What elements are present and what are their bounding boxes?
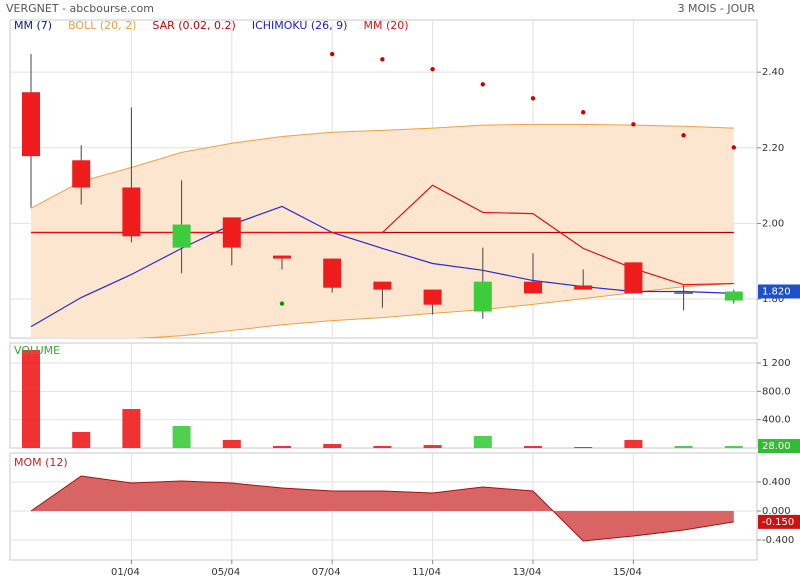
sar-dot — [430, 66, 435, 72]
candle-body — [724, 291, 743, 301]
sar-dot — [631, 122, 636, 127]
y-tick-label: 400.0 — [762, 415, 791, 426]
bollinger-upper — [30, 123, 734, 209]
volume-bar — [222, 439, 241, 448]
legend-entry: BOLL (20, 2) — [68, 19, 136, 32]
legend-entry: SAR (0.02, 0.2) — [152, 19, 235, 32]
sar-dot — [330, 51, 335, 57]
candle-body — [373, 281, 392, 290]
legend-entry: MM (7) — [14, 19, 52, 32]
candle-body — [72, 160, 91, 188]
volume-bar — [373, 446, 392, 448]
volume-bar — [423, 445, 442, 448]
volume-bar — [574, 447, 593, 448]
bollinger-lower — [135, 283, 734, 338]
period-label: 3 MOIS - JOUR — [678, 2, 756, 15]
last-value-label: -0.150 — [762, 517, 794, 528]
y-tick-label: -0.400 — [762, 535, 794, 546]
x-tick-label: 11/04 — [412, 567, 441, 578]
panel-title: VOLUME — [14, 344, 60, 357]
panel-title: MOM (12) — [14, 456, 68, 469]
volume-bar — [624, 439, 643, 448]
mom-plot — [30, 475, 734, 542]
y-tick-label: 1 200 — [762, 358, 791, 369]
sar-dot — [279, 301, 285, 306]
x-tick-label: 07/04 — [312, 567, 341, 578]
volume-bar — [172, 425, 191, 448]
last-value-label: 1.820 — [762, 286, 791, 297]
volume-bar — [22, 350, 40, 448]
price-plot — [22, 51, 743, 338]
x-tick-label: 01/04 — [111, 567, 140, 578]
candle-body — [122, 187, 141, 237]
candle-body — [222, 217, 241, 248]
y-tick-label: 2.40 — [762, 67, 784, 78]
y-tick-label: 2.20 — [762, 143, 784, 154]
volume-bar — [473, 435, 492, 448]
sar-dot — [581, 110, 586, 115]
x-tick-label: 13/04 — [513, 567, 542, 578]
candle-body — [624, 262, 643, 294]
x-tick-label: 15/04 — [613, 567, 642, 578]
panel — [9, 342, 758, 449]
mom-fill — [31, 475, 734, 542]
candle-body — [674, 292, 693, 294]
candle-body — [574, 285, 593, 290]
bollinger-fill — [31, 124, 734, 338]
y-tick-label: 2.00 — [762, 218, 784, 229]
candle-body — [423, 289, 442, 305]
sar-dot — [380, 57, 385, 62]
sar-dot — [681, 133, 686, 138]
x-tick-label: 05/04 — [211, 567, 240, 578]
volume-bar — [524, 446, 542, 448]
candle-body — [172, 224, 191, 248]
y-tick-label: 0.000 — [762, 506, 791, 517]
last-value-label: 28.00 — [762, 441, 791, 452]
candle-body — [473, 281, 492, 312]
candle-body — [22, 92, 40, 157]
legend-entry: MM (20) — [363, 19, 408, 32]
volume-bar — [674, 446, 693, 448]
volume-bar — [72, 431, 91, 448]
y-tick-label: 0.400 — [762, 477, 791, 488]
volume-bar — [323, 444, 342, 448]
last-value-badge — [758, 439, 800, 454]
candle-body — [273, 255, 291, 259]
indicator-line — [30, 205, 734, 328]
candle-body — [524, 281, 542, 294]
sar-dot — [530, 96, 536, 101]
site-title: VERGNET - abcbourse.com — [6, 2, 154, 15]
sar-dot — [731, 145, 736, 150]
sar-dot — [480, 82, 485, 87]
y-tick-label: 1.80 — [762, 294, 784, 305]
legend-entry: ICHIMOKU (26, 9) — [252, 19, 348, 32]
last-value-badge — [758, 514, 800, 529]
candle-body — [323, 258, 342, 288]
y-tick-label: 800.0 — [762, 386, 791, 397]
volume-bar — [273, 446, 291, 448]
last-value-badge — [758, 284, 800, 299]
volume-bar — [122, 408, 141, 448]
indicator-line — [31, 184, 734, 286]
volume-bar — [724, 446, 743, 448]
mom-line — [30, 475, 734, 542]
